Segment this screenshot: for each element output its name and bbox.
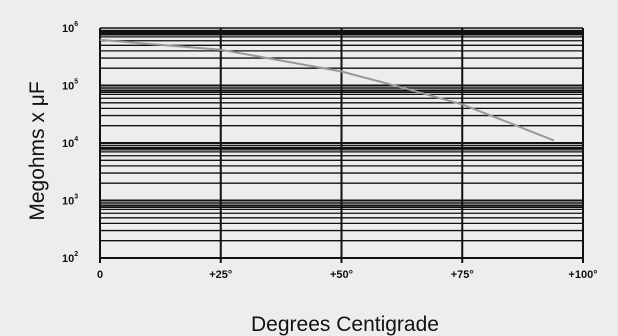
y-tick-label: 102 — [62, 251, 78, 265]
x-axis-label: Degrees Centigrade — [251, 313, 439, 336]
x-tick-label: +100° — [568, 269, 597, 281]
x-tick-label: +75° — [451, 269, 474, 281]
y-tick-label: 106 — [62, 21, 78, 35]
x-tick-label: 0 — [97, 269, 103, 281]
y-tick-label: 105 — [62, 79, 78, 93]
grid — [99, 27, 584, 263]
y-tick-label: 103 — [62, 194, 78, 208]
series-layer — [99, 38, 555, 142]
x-tick-label: +25° — [209, 269, 232, 281]
series-line — [99, 38, 555, 142]
y-tick-labels: 102 103 104 105 106 — [62, 21, 78, 265]
x-tick-label: +50° — [330, 269, 353, 281]
y-axis-label: Megohms x μF — [26, 81, 49, 220]
y-tick-label: 104 — [62, 136, 78, 150]
x-tick-labels: 0 +25° +50° +75° +100° — [97, 269, 598, 281]
